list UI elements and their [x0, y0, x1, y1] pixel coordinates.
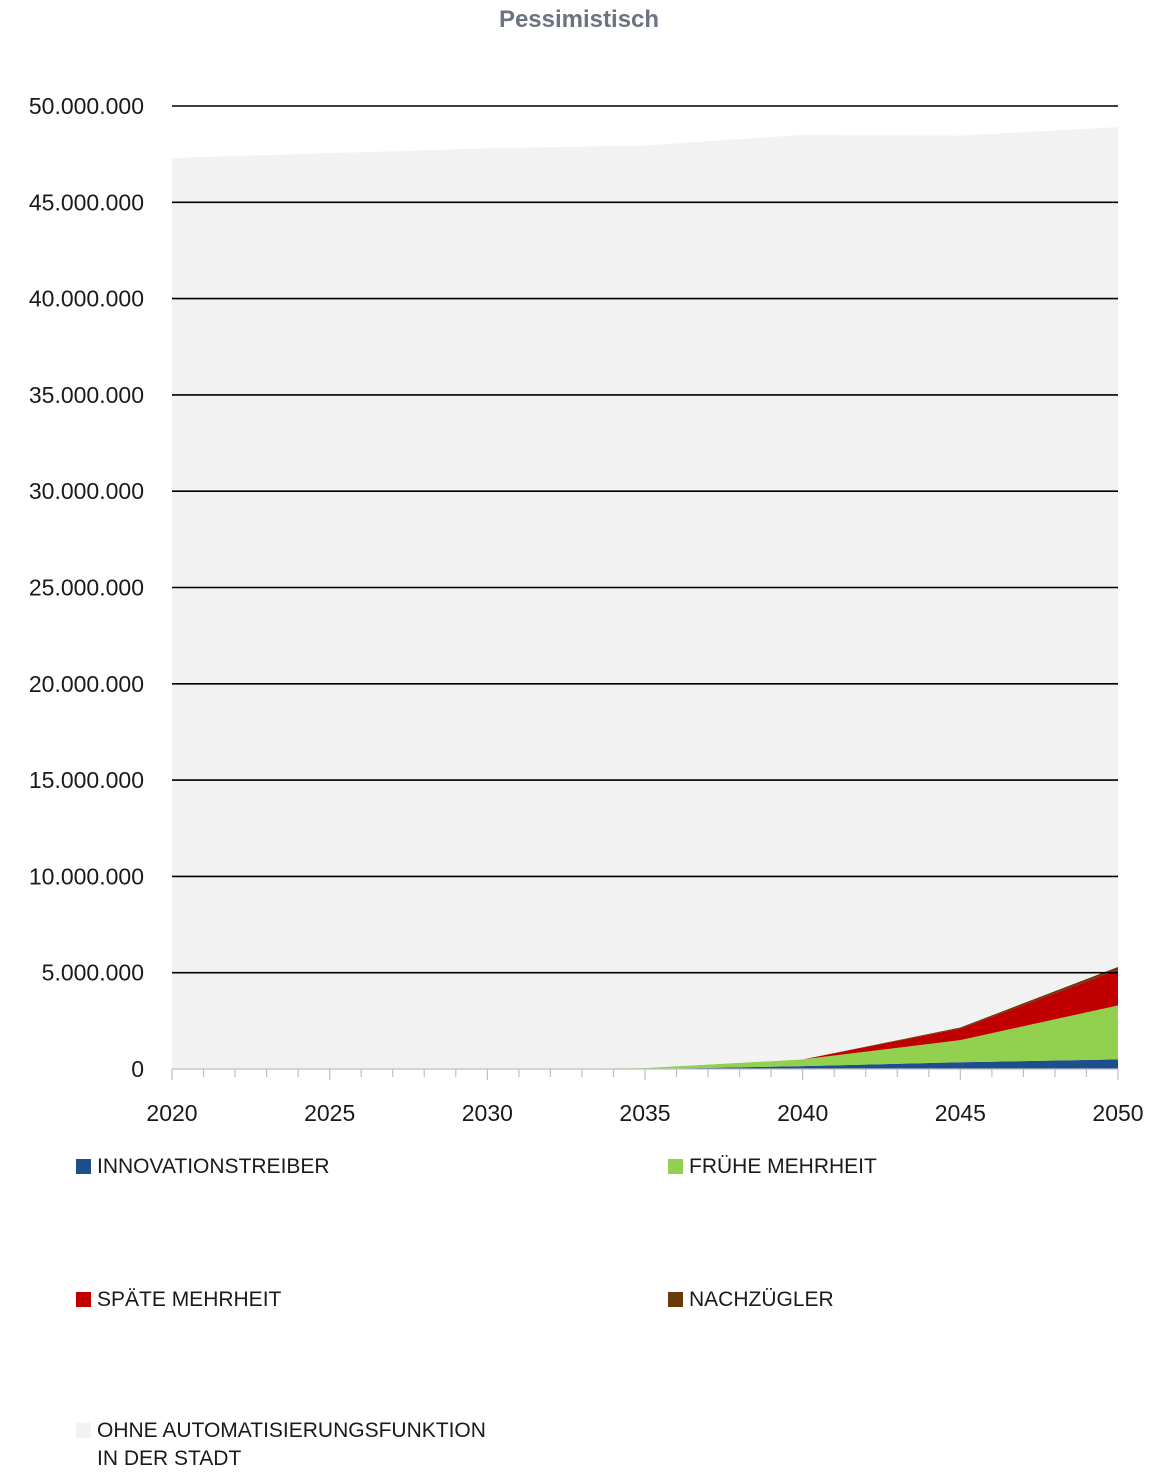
- legend-label: INNOVATIONSTREIBER: [97, 1155, 330, 1178]
- legend-swatch: [76, 1292, 91, 1307]
- legend-swatch: [76, 1159, 91, 1174]
- legend-swatch: [668, 1159, 683, 1174]
- x-tick-label: 2020: [146, 1100, 197, 1126]
- y-tick-label: 20.000.000: [29, 671, 144, 697]
- legend-label: NACHZÜGLER: [689, 1288, 834, 1311]
- y-tick-label: 30.000.000: [29, 478, 144, 504]
- y-tick-label: 25.000.000: [29, 575, 144, 601]
- x-tick-label: 2025: [304, 1100, 355, 1126]
- legend-label: OHNE AUTOMATISIERUNGSFUNKTION IN DER STA…: [97, 1419, 486, 1470]
- area-series-4: [172, 966, 1118, 1069]
- x-axis: [171, 1068, 1119, 1080]
- area-series-2: [172, 1005, 1118, 1069]
- legend-label: FRÜHE MEHRHEIT: [689, 1155, 877, 1178]
- legend-item: OHNE AUTOMATISIERUNGSFUNKTION IN DER STA…: [76, 1417, 486, 1473]
- y-tick-label: 15.000.000: [29, 767, 144, 793]
- chart-title: Pessimistisch: [498, 6, 660, 33]
- x-tick-label: 2050: [1092, 1100, 1143, 1126]
- legend-item: NACHZÜGLER: [668, 1286, 834, 1314]
- legend-item: FRÜHE MEHRHEIT: [668, 1153, 877, 1181]
- y-tick-label: 40.000.000: [29, 286, 144, 312]
- legend-item: SPÄTE MEHRHEIT: [76, 1286, 281, 1314]
- x-tick-label: 2035: [619, 1100, 670, 1126]
- gridline-layer: [172, 105, 1118, 974]
- legend-label: SPÄTE MEHRHEIT: [97, 1288, 282, 1311]
- y-tick-label: 0: [131, 1056, 144, 1082]
- legend-swatch: [668, 1292, 683, 1307]
- legend-swatch: [76, 1423, 91, 1438]
- x-tick-label: 2045: [935, 1100, 986, 1126]
- x-tick-label: 2040: [777, 1100, 828, 1126]
- y-tick-label: 35.000.000: [29, 382, 144, 408]
- area-series-3: [172, 969, 1118, 1069]
- y-axis-labels: 0 5.000.000 10.000.000 15.000.000 20.000.000…: [29, 93, 144, 1082]
- area-series-1: [172, 1059, 1118, 1069]
- y-tick-label: 50.000.000: [29, 93, 144, 119]
- area-layer: [172, 127, 1118, 1070]
- y-tick-label: 5.000.000: [42, 960, 144, 986]
- legend-item: INNOVATIONSTREIBER: [76, 1153, 330, 1181]
- y-tick-label: 45.000.000: [29, 189, 144, 215]
- y-tick-label: 10.000.000: [29, 863, 144, 889]
- x-tick-label: 2030: [462, 1100, 513, 1126]
- x-axis-labels: 2020 2025 2030 2035 2040 2045 2050: [146, 1100, 1143, 1126]
- area-series-5: [172, 127, 1118, 1070]
